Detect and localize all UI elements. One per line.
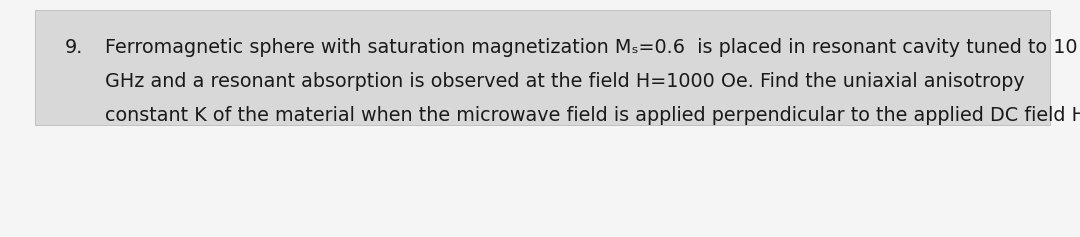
Text: 9.: 9. bbox=[65, 38, 83, 57]
Text: constant K of the material when the microwave field is applied perpendicular to : constant K of the material when the micr… bbox=[105, 106, 1080, 125]
Bar bbox=[35, 10, 1050, 125]
Text: Ferromagnetic sphere with saturation magnetization Mₛ=0.6  is placed in resonant: Ferromagnetic sphere with saturation mag… bbox=[105, 38, 1078, 57]
Text: GHz and a resonant absorption is observed at the field H=1000 Oe. Find the uniax: GHz and a resonant absorption is observe… bbox=[105, 72, 1025, 91]
